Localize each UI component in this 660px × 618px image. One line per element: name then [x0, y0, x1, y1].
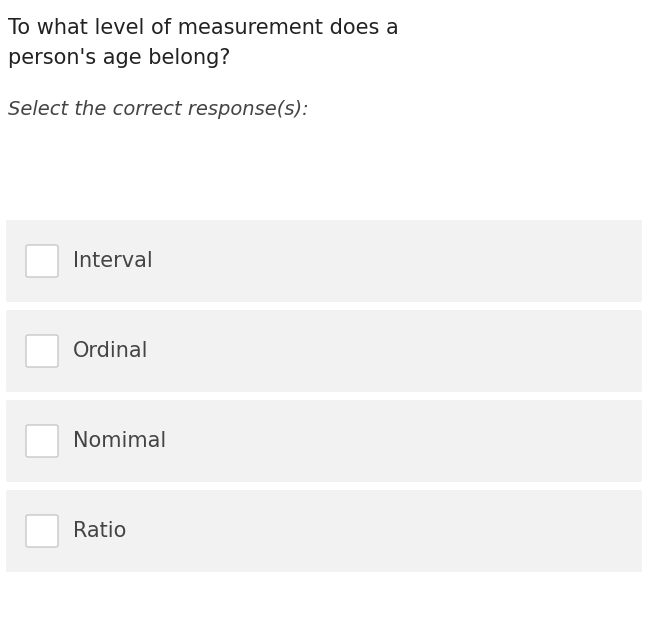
Text: Ordinal: Ordinal — [73, 341, 148, 361]
Text: Select the correct response(s):: Select the correct response(s): — [8, 100, 309, 119]
FancyBboxPatch shape — [26, 515, 58, 547]
Text: Nomimal: Nomimal — [73, 431, 166, 451]
FancyBboxPatch shape — [26, 335, 58, 367]
FancyBboxPatch shape — [6, 490, 642, 572]
FancyBboxPatch shape — [6, 310, 642, 392]
FancyBboxPatch shape — [6, 220, 642, 302]
Text: Interval: Interval — [73, 251, 152, 271]
FancyBboxPatch shape — [26, 245, 58, 277]
Text: To what level of measurement does a: To what level of measurement does a — [8, 18, 399, 38]
FancyBboxPatch shape — [26, 425, 58, 457]
FancyBboxPatch shape — [6, 400, 642, 482]
Text: Ratio: Ratio — [73, 521, 126, 541]
Text: person's age belong?: person's age belong? — [8, 48, 230, 68]
